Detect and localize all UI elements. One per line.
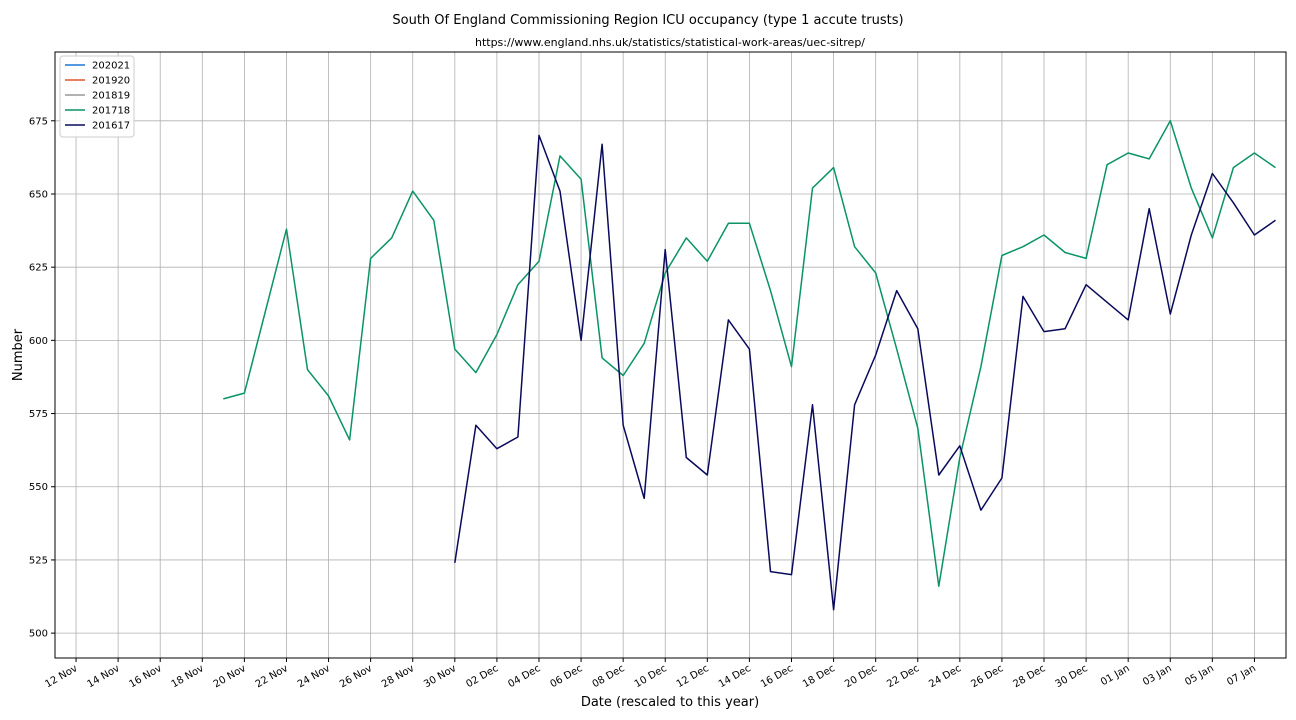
- y-tick-label: 675: [29, 116, 48, 127]
- x-tick-label: 05 Jan: [1183, 663, 1216, 688]
- x-tick-label: 10 Dec: [633, 663, 669, 690]
- series-line-201617: [454, 134, 1276, 611]
- x-tick-label: 03 Jan: [1141, 663, 1174, 688]
- legend-label-201617: 201617: [92, 121, 130, 132]
- x-tick-label: 22 Nov: [254, 663, 290, 690]
- legend-label-201920: 201920: [92, 76, 130, 87]
- x-tick-label: 20 Dec: [843, 663, 879, 690]
- x-tick-label: 12 Dec: [675, 663, 711, 690]
- chart-title: South Of England Commissioning Region IC…: [392, 13, 903, 28]
- x-tick-label: 20 Nov: [212, 663, 248, 690]
- y-axis-ticks: 500 525 550 575 600 625 650 675: [29, 116, 55, 640]
- x-tick-label: 16 Nov: [128, 663, 164, 690]
- y-tick-label: 500: [29, 629, 48, 640]
- x-tick-label: 18 Nov: [170, 663, 206, 690]
- y-tick-label: 525: [29, 555, 48, 566]
- series-lines: [223, 120, 1276, 611]
- chart-subtitle: https://www.england.nhs.uk/statistics/st…: [475, 36, 865, 49]
- y-tick-label: 625: [29, 263, 48, 274]
- x-tick-label: 07 Jan: [1225, 663, 1258, 688]
- x-tick-label: 06 Dec: [549, 663, 585, 690]
- x-tick-label: 12 Nov: [43, 663, 79, 690]
- x-axis-label: Date (rescaled to this year): [581, 695, 759, 710]
- x-tick-label: 28 Dec: [1011, 663, 1047, 690]
- x-tick-label: 02 Dec: [464, 663, 500, 690]
- legend-box: [59, 55, 135, 138]
- x-tick-label: 24 Dec: [927, 663, 963, 690]
- y-tick-label: 575: [29, 409, 48, 420]
- y-tick-label: 550: [29, 482, 48, 493]
- plot-frame: [54, 51, 1287, 659]
- x-tick-label: 26 Dec: [969, 663, 1005, 690]
- x-tick-label: 18 Dec: [801, 663, 837, 690]
- x-tick-label: 30 Nov: [422, 663, 458, 690]
- x-tick-label: 04 Dec: [506, 663, 542, 690]
- x-tick-label: 30 Dec: [1054, 663, 1090, 690]
- series-line-201718: [223, 120, 1276, 588]
- x-tick-label: 26 Nov: [338, 663, 374, 690]
- legend-label-201718: 201718: [92, 106, 130, 117]
- y-tick-label: 650: [29, 189, 48, 200]
- y-tick-label: 600: [29, 336, 48, 347]
- grid: [55, 52, 1286, 658]
- x-tick-label: 14 Nov: [85, 663, 121, 690]
- legend-label-201819: 201819: [92, 91, 130, 102]
- x-tick-label: 08 Dec: [591, 663, 627, 690]
- x-tick-label: 14 Dec: [717, 663, 753, 690]
- x-tick-label: 24 Nov: [296, 663, 332, 690]
- x-tick-label: 16 Dec: [759, 663, 795, 690]
- x-tick-label: 28 Nov: [380, 663, 416, 690]
- x-axis-ticks: 12 Nov 14 Nov 16 Nov 18 Nov 20 Nov 22 Nov 24 N…: [43, 658, 1258, 690]
- x-tick-label: 22 Dec: [885, 663, 921, 690]
- x-tick-label: 01 Jan: [1099, 663, 1132, 688]
- legend: 202021 201920 201819 201718 201617: [59, 55, 135, 138]
- y-axis-label: Number: [11, 328, 26, 381]
- legend-label-202021: 202021: [92, 61, 130, 72]
